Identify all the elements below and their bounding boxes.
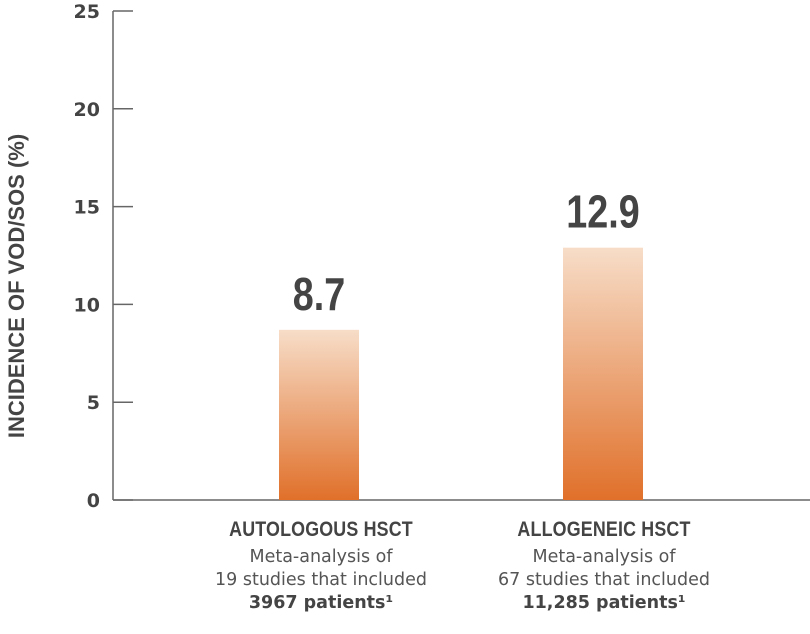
- caption-patients: 11,285 patients¹: [522, 593, 686, 613]
- y-tick-label: 10: [74, 294, 100, 316]
- y-tick-label: 5: [87, 392, 100, 414]
- category-title: ALLOGENEIC HSCT: [517, 518, 691, 541]
- y-tick-label: 0: [87, 490, 100, 512]
- caption-line: Meta-analysis of: [532, 547, 676, 567]
- bar: [563, 247, 643, 500]
- y-axis-label: INCIDENCE OF VOD/SOS (%): [4, 134, 29, 438]
- caption-patients: 3967 patients¹: [248, 593, 394, 613]
- y-tick-label: 25: [74, 1, 100, 23]
- data-label: 8.7: [293, 268, 345, 319]
- caption-line: 19 studies that included: [215, 570, 427, 590]
- axes: 0 5 10 15 20 25: [74, 1, 810, 512]
- category-caption-autologous: AUTOLOGOUS HSCT Meta-analysis of 19 stud…: [181, 518, 461, 615]
- caption-line: 67 studies that included: [498, 570, 710, 590]
- bar: [279, 329, 359, 500]
- category-title: AUTOLOGOUS HSCT: [229, 518, 413, 541]
- category-caption-allogeneic: ALLOGENEIC HSCT Meta-analysis of 67 stud…: [464, 518, 744, 615]
- bars: 8.7 12.9: [279, 186, 643, 500]
- data-label: 12.9: [566, 186, 639, 237]
- caption-line: Meta-analysis of: [249, 547, 393, 567]
- y-tick-label: 15: [74, 197, 100, 219]
- y-tick-label: 20: [74, 99, 100, 121]
